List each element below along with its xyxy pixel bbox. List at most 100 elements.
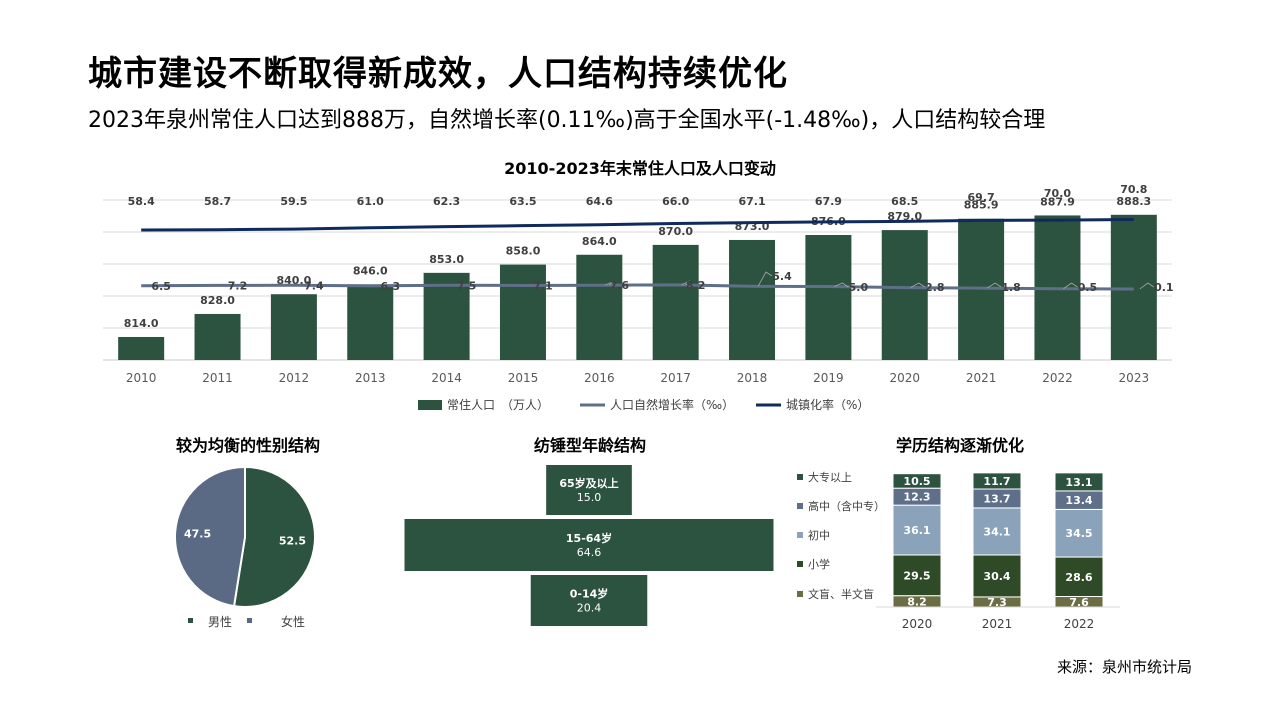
legend-population-label: 常住人口 （万人） [447,398,549,412]
edu-legend-label: 高中（含中专） [808,499,885,513]
edu-value-label: 7.3 [987,596,1007,609]
edu-x-label: 2022 [1064,617,1095,631]
population-bar [729,239,776,360]
page-subtitle: 2023年泉州常住人口达到888万，自然增长率(0.11‰)高于全国水平(-1.… [88,108,1046,133]
edu-legend-label: 文盲、半文盲 [808,587,874,601]
pie-slice-male [232,465,316,608]
growth-leader-line [834,282,849,288]
edu-value-label: 29.5 [903,569,930,582]
edu-legend-label: 大专以上 [808,470,852,484]
population-bar [270,294,317,360]
population-bar [576,254,623,360]
urbanization-label: 69.7 [968,191,995,204]
urbanization-label: 58.7 [204,195,231,208]
edu-value-label: 34.1 [983,525,1010,538]
x-tick-label: 2018 [737,371,768,385]
legend-growth-label: 人口自然增长率（‰） [610,397,734,412]
edu-value-label: 10.5 [903,475,930,488]
chart-title: 2010-2023年末常住人口及人口变动 [504,159,776,178]
edu-value-label: 13.4 [1065,494,1092,507]
growth-rate-label: 6.5 [151,280,171,293]
growth-rate-label: 8.2 [686,279,706,292]
urbanization-label: 58.4 [128,195,155,208]
pie-title: 较为均衡的性别结构 [176,436,320,455]
growth-rate-label: 5.0 [849,281,869,294]
population-trend-chart: 2010-2023年末常住人口及人口变动 814.0 2010 828.0 2011 84… [103,159,1174,412]
growth-leader-line [757,271,773,287]
population-label: 864.0 [582,235,617,248]
population-label: 858.0 [506,245,541,258]
edu-value-label: 34.5 [1065,527,1092,540]
x-tick-label: 2017 [660,371,691,385]
population-bar [423,272,470,360]
x-tick-label: 2020 [889,371,920,385]
age-bar [404,519,774,571]
growth-rate-label: 7.2 [228,279,248,292]
urbanization-label: 67.9 [815,195,842,208]
legend-male-swatch [188,618,193,623]
edu-value-label: 7.6 [1069,596,1089,609]
urbanization-label: 70.8 [1120,183,1147,196]
population-bar [1110,214,1157,360]
edu-legend-swatch [797,532,803,538]
legend-female-label: 女性 [281,614,305,629]
population-bar [194,313,241,360]
x-tick-label: 2011 [202,371,233,385]
urbanization-line [141,217,1134,232]
growth-leader-line [986,282,1002,289]
x-tick-label: 2015 [508,371,539,385]
edu-legend-label: 初中 [808,528,830,542]
legend-male-label: 男性 [208,615,232,629]
population-label: 888.3 [1116,195,1151,208]
population-label: 853.0 [429,253,464,266]
growth-rate-label: 7.5 [457,279,477,292]
x-tick-label: 2021 [966,371,997,385]
growth-rate-label: 0.5 [1078,281,1098,294]
edu-segment [1054,556,1104,598]
population-label: 887.9 [1040,195,1075,208]
edu-segment [972,472,1022,490]
edu-value-label: 8.2 [907,595,927,608]
legend-female-swatch [247,618,252,623]
edu-value-label: 13.7 [983,492,1010,505]
growth-rate-label: 0.1 [1154,281,1174,294]
pie-slice-female [174,465,246,608]
page-title: 城市建设不断取得新成效，人口结构持续优化 [88,54,788,94]
edu-value-label: 28.6 [1065,571,1092,584]
population-bar [652,244,699,360]
edu-segment [1054,508,1104,558]
urbanization-label: 63.5 [509,195,536,208]
population-label: 885.9 [964,199,999,212]
edu-legend-swatch [797,474,803,480]
x-tick-label: 2019 [813,371,844,385]
x-tick-label: 2012 [279,371,310,385]
age-bar [546,465,632,515]
population-bar [499,264,546,360]
edu-legend-swatch [797,503,803,509]
edu-x-label: 2020 [902,617,933,631]
population-bar [347,284,394,360]
growth-rate-label: 7.1 [533,279,553,292]
edu-value-label: 12.3 [903,491,930,504]
age-category-label: 15-64岁 [566,531,612,545]
growth-rate-label: 2.8 [925,281,945,294]
edu-value-label: 36.1 [903,524,930,537]
growth-leader-line [910,282,925,288]
edu-value-label: 13.1 [1065,476,1092,489]
growth-rate-label: 1.8 [1001,281,1021,294]
urbanization-label: 67.1 [738,195,765,208]
growth-leader-line [681,280,690,286]
growth-rate-label: 7.6 [610,279,630,292]
age-category-label: 65岁及以上 [559,476,618,490]
x-tick-label: 2016 [584,371,615,385]
urbanization-label: 68.5 [891,195,918,208]
edu-segment [892,473,942,489]
growth-rate-line [141,283,1134,291]
growth-rate-label: 5.4 [772,270,792,283]
edu-legend-swatch [797,561,803,567]
age-value-label: 20.4 [577,602,602,615]
edu-segment [892,554,942,597]
population-label: 846.0 [353,264,388,277]
legend-population-swatch [418,400,442,410]
